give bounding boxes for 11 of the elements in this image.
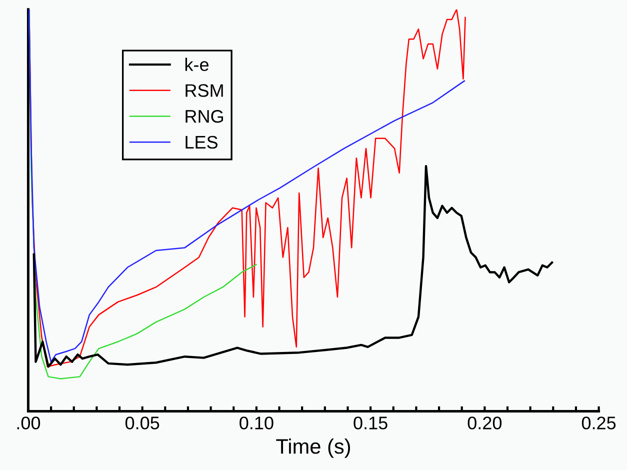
legend-label: RNG <box>186 110 223 123</box>
x-axis-title: Time (s) <box>276 438 350 458</box>
x-tick-label: 0.10 <box>240 416 274 430</box>
x-tick-label: 0.25 <box>582 416 616 430</box>
x-tick-label: 0.05 <box>125 416 160 430</box>
legend-label: RSM <box>186 84 223 97</box>
x-tick-label: 0.20 <box>468 416 502 430</box>
legend-label: k-e <box>185 58 208 72</box>
x-tick-label: 0.15 <box>354 416 388 430</box>
x-tick-label: .00 <box>17 416 40 430</box>
legend-label: LES <box>186 136 218 149</box>
